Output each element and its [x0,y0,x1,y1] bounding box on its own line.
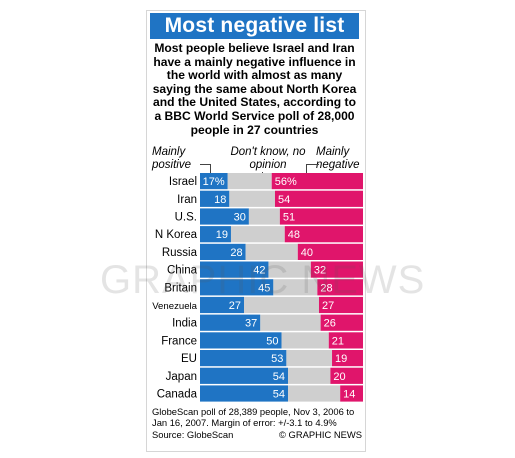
footer-source: Source: GlobeScan [152,428,234,440]
bar-negative [271,173,363,190]
category-label: China [167,265,198,277]
footer: GlobeScan poll of 28,389 people, Nov 3, … [152,406,362,440]
bar-negative [320,314,363,331]
category-label: France [161,335,197,347]
bar-positive [200,367,289,384]
bar-dont-know [273,279,318,296]
bar-negative [340,385,363,402]
value-label-positive: 54 [273,389,285,401]
leader-positive [200,164,211,175]
category-label: EU [181,353,197,365]
footer-note: GlobeScan poll of 28,389 people, Nov 3, … [152,406,355,429]
category-label: Israel [169,176,197,188]
value-label-negative: 19 [335,353,347,365]
bar-dont-know [245,243,298,260]
category-label: Canada [157,389,198,401]
value-label-negative: 27 [322,300,334,312]
value-label-positive: 54 [273,371,285,383]
bar-positive [200,208,249,225]
bar-positive [200,279,274,296]
bar-dont-know [244,296,319,314]
category-label: Japan [166,371,197,383]
bar-dont-know [281,332,329,349]
value-label-positive: 53 [271,353,283,365]
value-label-negative: 14 [343,389,355,401]
bar-dont-know [229,190,275,207]
value-label-positive: 19 [216,229,228,241]
header-dont-know: Don't know, no opinion [230,146,306,171]
bar-negative [332,350,363,367]
value-label-negative: 54 [278,194,290,206]
leader-negative [306,164,319,175]
bar-negative [310,261,363,278]
bar-dont-know [227,173,272,190]
value-label-positive: 27 [229,300,241,312]
category-label: N Korea [155,229,198,241]
chart-title: Most negative list [150,13,359,39]
category-label: Iran [177,194,197,206]
bar-positive [200,261,269,278]
bar-negative [330,367,363,384]
bar-dont-know [268,261,311,278]
bar-dont-know [248,208,280,225]
bar-negative [284,226,363,243]
footer-credit: © GRAPHIC NEWS [279,428,362,440]
value-label-positive: 28 [230,247,242,259]
bar-negative [297,243,363,260]
bar-dont-know [286,350,333,367]
bar-positive [200,385,289,402]
bar-positive [200,350,287,367]
bar-negative [328,332,363,349]
value-label-positive: 30 [234,212,246,224]
value-label-negative: 32 [314,265,326,277]
bar-positive [200,243,246,260]
bar-positive [200,314,261,331]
watermark-logo: GRAPHIC NEWS [100,258,426,302]
bar-positive [200,190,230,207]
graphic-frame [146,10,366,452]
value-label-positive: 45 [258,282,270,294]
value-label-negative: 48 [288,229,300,241]
category-label: U.S. [175,212,197,224]
value-label-positive: 18 [214,194,226,206]
category-label: India [172,318,198,330]
intro-text: Most people believe Israel and Iran have… [152,41,357,137]
bar-negative [317,279,363,296]
category-label: Venezuela [152,301,197,312]
value-label-negative: 26 [324,318,336,330]
category-label: Britain [164,282,197,294]
bar-positive [200,296,245,314]
value-label-negative: 40 [301,247,313,259]
header-negative: Mainly negative [316,146,360,171]
value-label-positive: 42 [253,265,265,277]
bar-dont-know [288,367,331,384]
bar-negative [318,296,363,314]
bar-negative [279,208,363,225]
value-label-negative: 28 [320,282,332,294]
header-positive: Mainly positive [152,146,191,171]
bar-negative [274,190,363,207]
category-label: Russia [162,247,198,259]
bar-positive [200,226,231,243]
value-label-positive: 37 [245,318,257,330]
value-label-negative: 20 [333,371,345,383]
value-label-positive: 50 [266,335,278,347]
bar-dont-know [288,385,341,402]
value-label-negative: 51 [283,212,295,224]
value-label-negative: 56% [275,176,297,188]
value-label-positive: 17% [203,176,225,188]
bar-dont-know [260,314,321,331]
bar-positive [200,173,228,190]
value-label-negative: 21 [332,335,344,347]
bar-positive [200,332,282,349]
bar-dont-know [230,226,285,243]
stacked-bar-chart: Israel 17% 56% Iran 18 54 U.S. 30 51 N Korea 19 48 R… [152,173,363,402]
